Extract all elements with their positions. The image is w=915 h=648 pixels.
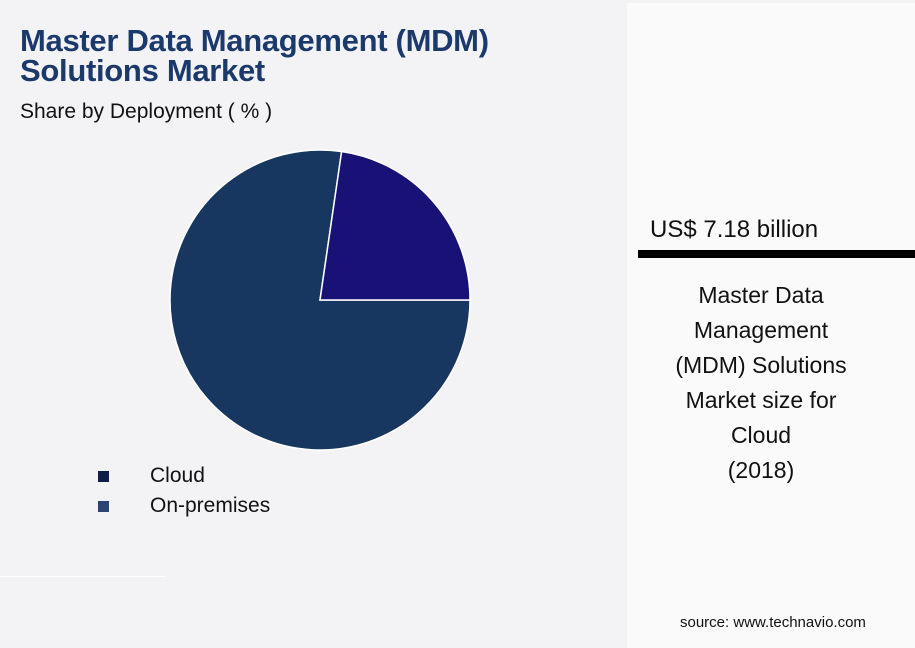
legend-label-on-premises: On-premises <box>150 494 271 517</box>
pie-slice-cloud <box>169 149 471 451</box>
chart-title: Master Data Management (MDM) Solutions M… <box>20 23 489 88</box>
kpi-value: US$ 7.18 billion <box>650 216 819 243</box>
title-line-1: Master Data Management (MDM) <box>20 23 489 58</box>
kpi-desc-line: Market size for <box>685 387 837 413</box>
pie-slice-on-premises <box>319 150 471 301</box>
kpi-panel <box>627 3 915 648</box>
title-line-2: Solutions Market <box>20 53 265 88</box>
source-link[interactable]: source: www.technavio.com <box>680 614 866 631</box>
kpi-divider-bar <box>638 250 915 258</box>
chart-legend: Cloud On-premises <box>98 461 270 521</box>
chart-subtitle: Share by Deployment ( % ) <box>20 100 273 123</box>
kpi-desc-line: Management <box>693 317 829 343</box>
kpi-description: Master Data Management (MDM) Solutions M… <box>638 278 884 488</box>
divider <box>0 576 165 577</box>
legend-item-on-premises: On-premises <box>98 491 270 521</box>
kpi-desc-line: Cloud <box>730 422 792 448</box>
legend-swatch-cloud <box>98 470 109 482</box>
legend-swatch-on-premises <box>98 500 109 512</box>
kpi-desc-line: (MDM) Solutions <box>675 352 847 378</box>
kpi-desc-line: (2018) <box>727 457 795 483</box>
kpi-desc-line: Master Data <box>698 282 824 308</box>
legend-item-cloud: Cloud <box>98 461 270 491</box>
legend-label-cloud: Cloud <box>150 464 205 487</box>
pie-chart <box>169 149 471 451</box>
